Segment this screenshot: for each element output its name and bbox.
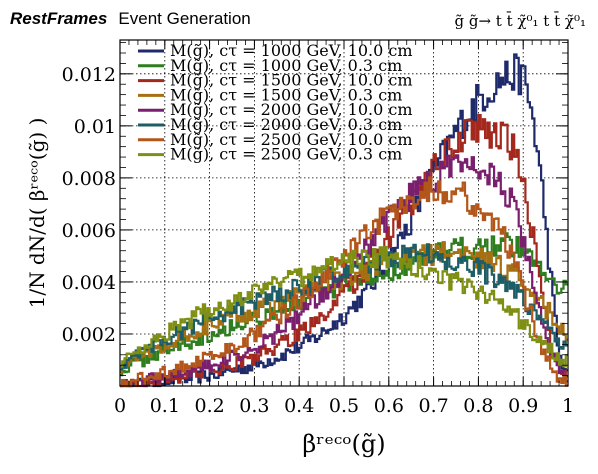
header-title: RestFrames Event Generation (10, 9, 251, 28)
x-tick-label: 0.1 (150, 395, 180, 417)
x-axis-label: βʳᵉᶜᵒ(g̃) (302, 430, 385, 458)
y-axis-label: 1/N dN/d( βʳᵉᶜᵒ(g̃) ) (25, 118, 49, 309)
header-subtitle: Event Generation (118, 9, 250, 28)
legend-entry: M(g̃), cτ = 2000 GeV, 0.3 cm (170, 115, 402, 134)
legend-entry: M(g̃), cτ = 2500 GeV, 10.0 cm (170, 130, 413, 149)
x-tick-label: 0.8 (463, 395, 493, 417)
x-tick-label: 0.9 (508, 395, 538, 417)
x-tick-label: 0 (114, 395, 126, 417)
y-tick-label: 0.004 (62, 272, 116, 294)
process-label: g̃ g̃→ t t̄ χ̃⁰₁ t t̄ χ̃⁰₁ (455, 12, 587, 30)
y-tick-label: 0.012 (62, 64, 116, 86)
x-tick-label: 0.2 (194, 395, 224, 417)
legend-entry: M(g̃), cτ = 1500 GeV, 10.0 cm (170, 71, 413, 90)
series-line (120, 114, 568, 388)
x-tick-label: 0.7 (418, 395, 448, 417)
x-tick-label: 0.4 (284, 395, 314, 417)
axis-ticks (119, 40, 569, 387)
y-tick-label: 0.002 (62, 324, 116, 346)
x-tick-label: 1 (562, 395, 574, 417)
legend-entry: M(g̃), cτ = 1000 GeV, 10.0 cm (170, 41, 413, 60)
legend-entry: M(g̃), cτ = 2500 GeV, 0.3 cm (170, 145, 402, 164)
x-tick-label: 0.6 (374, 395, 404, 417)
series-line (120, 176, 568, 388)
legend: M(g̃), cτ = 1000 GeV, 10.0 cmM(g̃), cτ =… (138, 41, 413, 164)
series-line (120, 243, 568, 371)
x-tick-label: 0.5 (329, 395, 359, 417)
series-group (120, 53, 568, 388)
series-line (120, 245, 568, 368)
y-tick-labels: 0.002 0.004 0.006 0.008 0.01 0.012 (62, 64, 116, 346)
y-tick-label: 0.008 (62, 168, 116, 190)
header-brand: RestFrames (10, 9, 107, 28)
x-tick-label: 0.3 (239, 395, 269, 417)
legend-entry: M(g̃), cτ = 1000 GeV, 0.3 cm (170, 56, 402, 75)
legend-entry: M(g̃), cτ = 1500 GeV, 0.3 cm (170, 85, 402, 104)
legend-entry: M(g̃), cτ = 2000 GeV, 10.0 cm (170, 100, 413, 119)
y-tick-label: 0.006 (62, 220, 116, 242)
y-tick-label: 0.01 (74, 116, 116, 138)
x-tick-labels: 0 0.1 0.2 0.3 0.4 0.5 0.6 0.7 0.8 0.9 1 (114, 395, 574, 417)
